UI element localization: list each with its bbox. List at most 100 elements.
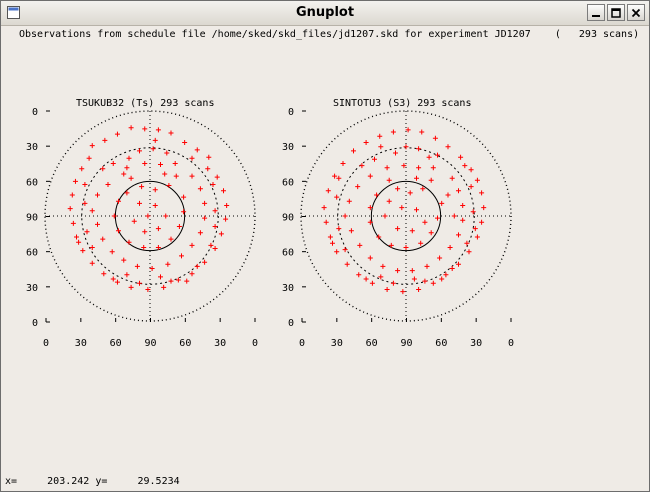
- scan-point: [202, 215, 208, 221]
- title-bar[interactable]: Gnuplot: [1, 1, 649, 26]
- y-tick-label: 60: [282, 177, 294, 188]
- y-tick-label: 60: [26, 177, 38, 188]
- scan-point: [430, 165, 436, 171]
- scan-point: [109, 249, 115, 255]
- scan-point: [202, 200, 208, 206]
- scan-point: [462, 163, 468, 169]
- scan-point: [344, 261, 350, 267]
- scan-point: [321, 205, 327, 211]
- scan-point: [372, 156, 377, 162]
- y-tick-label: 0: [288, 107, 294, 118]
- scan-point: [470, 209, 476, 215]
- scan-point: [128, 175, 134, 181]
- x-tick-label: 30: [470, 338, 482, 349]
- close-button[interactable]: [627, 4, 645, 21]
- scan-point: [411, 276, 417, 282]
- scan-point: [137, 200, 142, 206]
- scan-point: [386, 177, 392, 183]
- x-tick-label: 0: [43, 338, 49, 349]
- scan-point: [384, 287, 390, 292]
- scan-point: [100, 236, 106, 242]
- scan-point: [95, 192, 100, 198]
- scan-point: [89, 260, 95, 266]
- scan-point: [124, 165, 130, 171]
- scan-point: [141, 245, 147, 250]
- scan-point: [137, 148, 142, 154]
- scan-point: [435, 215, 440, 221]
- scan-point: [176, 224, 182, 229]
- scan-point: [479, 219, 485, 225]
- x-tick-label: 0: [299, 338, 305, 349]
- scan-point: [468, 184, 474, 190]
- scan-point: [221, 188, 226, 194]
- minimize-icon: [592, 14, 600, 17]
- scan-point: [359, 163, 365, 169]
- station-title: SINTOTU3 (S3) 293 scans: [333, 98, 471, 109]
- scan-point: [111, 213, 117, 219]
- scan-point: [124, 190, 130, 196]
- scan-point: [80, 248, 86, 254]
- y-tick-label: 30: [282, 142, 294, 153]
- scan-point: [175, 277, 181, 283]
- scan-point: [194, 147, 200, 153]
- scan-point: [422, 219, 428, 225]
- scan-point: [395, 226, 401, 232]
- scan-point: [430, 280, 436, 286]
- scan-point: [124, 272, 130, 278]
- scan-point: [418, 240, 424, 246]
- scan-point: [152, 187, 158, 193]
- scan-point: [481, 205, 487, 211]
- scan-point: [82, 200, 88, 206]
- minimize-button[interactable]: [587, 4, 605, 21]
- scan-point: [126, 239, 132, 245]
- scan-point: [110, 161, 116, 166]
- scan-point: [390, 280, 396, 286]
- scan-point: [89, 208, 95, 214]
- scan-point: [355, 184, 361, 190]
- scan-point: [367, 173, 373, 179]
- scan-point: [150, 146, 156, 152]
- scan-point: [395, 186, 401, 192]
- scan-point: [158, 162, 163, 168]
- scan-point: [172, 161, 178, 166]
- scan-point: [161, 284, 167, 290]
- scan-point: [327, 234, 333, 240]
- scan-point: [223, 216, 229, 222]
- gnuplot-app-icon: [7, 6, 20, 19]
- scan-point: [388, 242, 394, 248]
- scan-point: [424, 263, 430, 269]
- scan-point: [439, 200, 445, 206]
- scan-point: [116, 228, 121, 234]
- scan-point: [197, 230, 203, 236]
- scan-point: [208, 242, 214, 248]
- plot-area[interactable]: Observations from schedule file /home/sk…: [1, 25, 649, 473]
- plot-header: Observations from schedule file /home/sk…: [19, 29, 639, 40]
- scan-point: [460, 217, 466, 223]
- y-tick-label: 90: [282, 213, 294, 224]
- scan-point: [102, 137, 108, 143]
- scan-point: [162, 171, 168, 177]
- y-tick-label: 60: [282, 248, 294, 259]
- scan-point: [82, 182, 88, 187]
- scan-point: [384, 165, 390, 171]
- scan-point: [403, 245, 409, 250]
- scan-point: [69, 192, 75, 198]
- scan-point: [348, 228, 354, 234]
- window-title: Gnuplot: [295, 5, 355, 20]
- scan-point: [464, 240, 470, 246]
- scan-point: [158, 274, 163, 280]
- scan-point: [367, 205, 373, 211]
- scan-point: [214, 174, 220, 180]
- maximize-button[interactable]: [607, 4, 625, 21]
- scan-point: [101, 271, 107, 277]
- scan-point: [197, 186, 203, 192]
- scan-point: [128, 284, 134, 290]
- scan-point: [414, 207, 419, 213]
- scan-point: [367, 255, 373, 261]
- scan-point: [145, 213, 151, 219]
- scan-point: [340, 161, 346, 166]
- scan-point: [181, 209, 187, 215]
- x-tick-label: 60: [435, 338, 447, 349]
- scan-point: [334, 249, 340, 255]
- scan-point: [342, 247, 348, 253]
